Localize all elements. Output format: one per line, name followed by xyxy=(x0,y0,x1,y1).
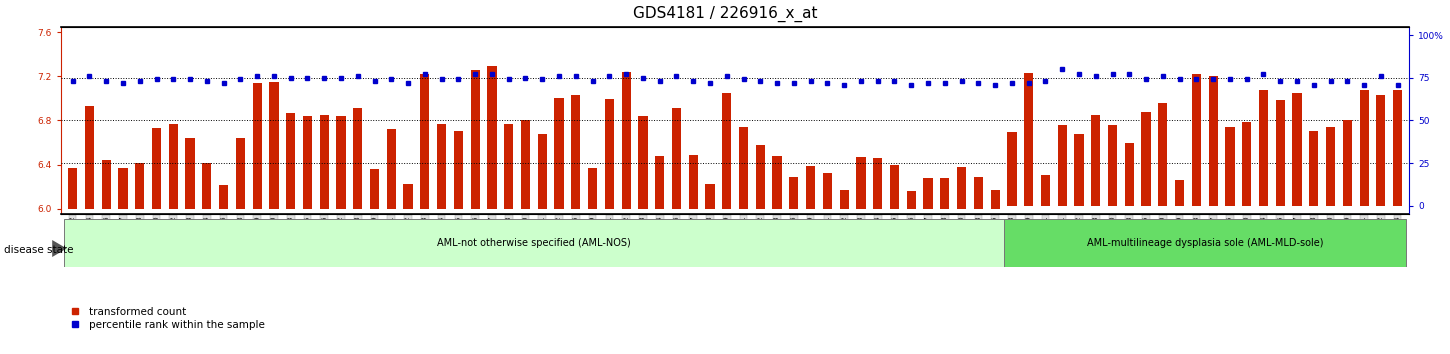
Bar xyxy=(671,108,682,209)
Bar xyxy=(370,169,378,209)
Bar xyxy=(64,219,1003,267)
Bar xyxy=(387,129,396,209)
Bar xyxy=(303,116,312,209)
Bar xyxy=(924,178,932,209)
Bar xyxy=(168,124,178,209)
Bar xyxy=(890,165,899,209)
Bar xyxy=(119,168,128,209)
Bar xyxy=(454,131,463,209)
Bar xyxy=(1159,103,1167,206)
Bar xyxy=(186,138,194,209)
Bar xyxy=(605,99,613,209)
Bar xyxy=(521,120,531,209)
Bar xyxy=(1141,112,1151,206)
Bar xyxy=(505,124,513,209)
Bar xyxy=(1108,125,1116,206)
Bar xyxy=(102,160,110,209)
Bar xyxy=(1276,100,1285,206)
Text: AML-multilineage dysplasia sole (AML-MLD-sole): AML-multilineage dysplasia sole (AML-MLD… xyxy=(1086,238,1322,249)
Text: disease state: disease state xyxy=(4,245,74,255)
Bar xyxy=(689,155,697,209)
Bar xyxy=(806,166,815,209)
Bar xyxy=(84,106,94,209)
Bar xyxy=(354,108,362,209)
Bar xyxy=(1376,95,1386,206)
Legend: transformed count, percentile rank within the sample: transformed count, percentile rank withi… xyxy=(67,303,270,334)
Bar xyxy=(755,145,766,209)
Bar xyxy=(1092,115,1101,206)
Bar xyxy=(1008,132,1016,206)
Bar xyxy=(252,83,262,209)
Bar xyxy=(471,70,480,209)
Bar xyxy=(420,74,429,209)
Bar xyxy=(1125,143,1134,206)
Bar xyxy=(873,158,883,209)
Polygon shape xyxy=(52,240,67,257)
Bar xyxy=(990,190,999,209)
Bar xyxy=(789,177,799,209)
Bar xyxy=(286,113,296,209)
Bar xyxy=(822,173,832,209)
Bar xyxy=(1208,76,1218,206)
Text: GDS4181 / 226916_x_at: GDS4181 / 226916_x_at xyxy=(632,5,818,22)
Bar xyxy=(1041,175,1050,206)
Bar xyxy=(1225,127,1234,206)
Bar xyxy=(487,66,496,209)
Text: AML-not otherwise specified (AML-NOS): AML-not otherwise specified (AML-NOS) xyxy=(436,238,631,249)
Bar xyxy=(1325,127,1335,206)
Bar xyxy=(906,191,916,209)
Bar xyxy=(236,138,245,209)
Bar xyxy=(740,127,748,209)
Bar xyxy=(1360,90,1369,206)
Bar xyxy=(571,95,580,209)
Bar xyxy=(538,133,547,209)
Bar xyxy=(135,164,145,209)
Bar xyxy=(638,116,648,209)
Bar xyxy=(403,184,413,209)
Bar xyxy=(1192,74,1201,206)
Bar xyxy=(722,93,731,209)
Bar xyxy=(1024,73,1034,206)
Bar xyxy=(554,98,564,209)
Bar xyxy=(587,168,597,209)
Bar xyxy=(270,82,278,209)
Bar xyxy=(1174,180,1185,206)
Bar xyxy=(705,184,715,209)
Bar xyxy=(436,124,447,209)
Bar xyxy=(1292,93,1302,206)
Bar xyxy=(219,185,228,209)
Bar xyxy=(957,167,966,209)
Bar xyxy=(1393,90,1402,206)
Bar xyxy=(974,177,983,209)
Bar xyxy=(857,157,866,209)
Bar xyxy=(1074,134,1083,206)
Bar xyxy=(1343,120,1351,206)
Bar xyxy=(940,178,950,209)
Bar xyxy=(622,72,631,209)
Bar xyxy=(319,115,329,209)
Bar xyxy=(1259,90,1269,206)
Bar xyxy=(840,190,848,209)
Bar xyxy=(1003,219,1406,267)
Bar xyxy=(773,156,782,209)
Bar xyxy=(1243,122,1251,206)
Bar xyxy=(1309,131,1318,206)
Bar xyxy=(152,128,161,209)
Bar xyxy=(336,116,345,209)
Bar xyxy=(68,168,77,209)
Bar xyxy=(1057,125,1067,206)
Bar xyxy=(202,164,212,209)
Bar xyxy=(655,156,664,209)
